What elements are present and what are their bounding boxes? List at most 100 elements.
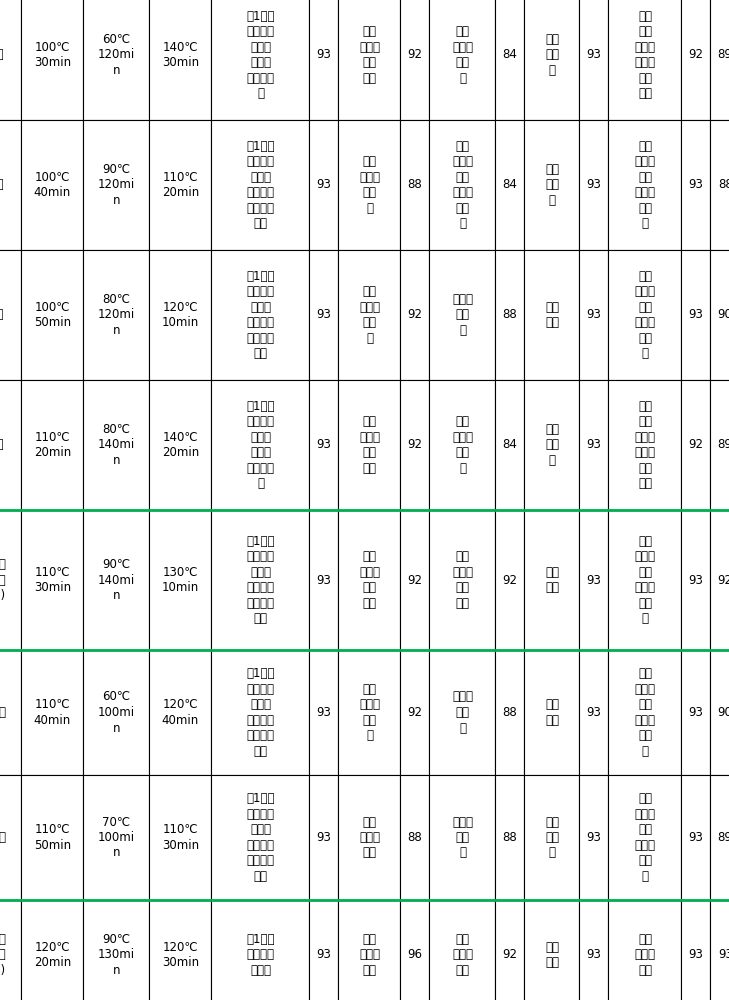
Text: 120℃
10min: 120℃ 10min <box>162 301 199 329</box>
Bar <box>580 900 609 1000</box>
Text: 96: 96 <box>408 948 423 962</box>
Bar <box>84 120 149 250</box>
Text: 93: 93 <box>587 48 601 62</box>
Bar <box>609 510 682 650</box>
Text: 110℃
40min: 110℃ 40min <box>34 698 71 727</box>
Bar <box>429 250 496 380</box>
Text: 浅橙
黄明
亮: 浅橙 黄明 亮 <box>545 33 559 77</box>
Text: 110℃
30min: 110℃ 30min <box>162 823 199 852</box>
Bar <box>524 900 580 1000</box>
Text: 92: 92 <box>502 574 518 586</box>
Bar <box>21 775 84 900</box>
Bar <box>84 380 149 510</box>
Bar <box>149 510 211 650</box>
Bar <box>711 510 729 650</box>
Text: 93: 93 <box>316 574 332 586</box>
Text: 88.35: 88.35 <box>718 178 729 192</box>
Text: 70℃
100mi
n: 70℃ 100mi n <box>98 816 135 859</box>
Text: 肥厚
较软
亮、尚
匀齐、
红边
稍显: 肥厚 较软 亮、尚 匀齐、 红边 稍显 <box>634 10 655 100</box>
Bar <box>0 0 21 120</box>
Text: 花香
浓郁、
火香
较足: 花香 浓郁、 火香 较足 <box>359 415 380 475</box>
Text: 110℃
50min: 110℃ 50min <box>34 823 71 852</box>
Bar <box>21 650 84 775</box>
Text: 醒厚
鲜爽、
火候
较足: 醒厚 鲜爽、 火候 较足 <box>452 550 473 610</box>
Bar <box>682 650 711 775</box>
Text: 93: 93 <box>689 308 703 322</box>
Bar <box>0 650 21 775</box>
Bar <box>609 380 682 510</box>
Text: 80℃
140mi
n: 80℃ 140mi n <box>98 423 135 467</box>
Bar <box>400 120 429 250</box>
Text: 金黄
明亮: 金黄 明亮 <box>545 566 559 594</box>
Bar <box>0 510 729 650</box>
Bar <box>0 120 21 250</box>
Text: 110℃
20min: 110℃ 20min <box>162 171 199 199</box>
Bar <box>524 775 580 900</box>
Text: 肥厚
软亮、
较匀
齐、红
边稍
显: 肥厚 软亮、 较匀 齐、红 边稍 显 <box>634 140 655 230</box>
Bar <box>84 0 149 120</box>
Text: 140℃
30min: 140℃ 30min <box>162 41 199 69</box>
Text: 醒厚、
火候
轻: 醒厚、 火候 轻 <box>452 690 473 734</box>
Bar <box>524 510 580 650</box>
Text: 浓稍
极、火
候较
足: 浓稍 极、火 候较 足 <box>452 25 473 85</box>
Bar <box>21 900 84 1000</box>
Bar <box>0 510 21 650</box>
Bar <box>310 120 338 250</box>
Bar <box>310 900 338 1000</box>
Text: 浅橙
黄明
亮: 浅橙 黄明 亮 <box>545 423 559 467</box>
Text: 130℃
10min: 130℃ 10min <box>162 566 199 594</box>
Text: 金黄
明亮: 金黄 明亮 <box>545 941 559 969</box>
Bar <box>84 775 149 900</box>
Bar <box>338 775 400 900</box>
Text: 92: 92 <box>688 48 703 62</box>
Bar <box>400 510 429 650</box>
Text: 花香
显、火
香轻: 花香 显、火 香轻 <box>359 816 380 859</box>
Text: 90℃
120mi
n: 90℃ 120mi n <box>98 163 135 207</box>
Bar <box>496 250 524 380</box>
Bar <box>400 775 429 900</box>
Bar <box>580 650 609 775</box>
Text: 肥厚
软亮、
较匀
齐、红
边稍
显: 肥厚 软亮、 较匀 齐、红 边稍 显 <box>634 535 655 625</box>
Bar <box>496 650 524 775</box>
Bar <box>84 510 149 650</box>
Text: 93: 93 <box>689 831 703 844</box>
Text: 92: 92 <box>408 438 423 452</box>
Bar <box>682 900 711 1000</box>
Bar <box>338 900 400 1000</box>
Bar <box>0 250 21 380</box>
Bar <box>524 120 580 250</box>
Text: 頶1粒紧
结、色黄
綠褐稍
润、匀
整、较洁
净: 頶1粒紧 结、色黄 綠褐稍 润、匀 整、较洁 净 <box>246 10 275 100</box>
Text: 肥厚
软亮、
较匀
齐、红
边稍
显: 肥厚 软亮、 较匀 齐、红 边稍 显 <box>634 667 655 758</box>
Bar <box>0 900 21 1000</box>
Bar <box>429 650 496 775</box>
Text: 80℃
120mi
n: 80℃ 120mi n <box>98 293 135 337</box>
Text: 肥厚
软亮、
较匀: 肥厚 软亮、 较匀 <box>634 933 655 977</box>
Bar <box>84 900 149 1000</box>
Text: 93: 93 <box>316 48 332 62</box>
Bar <box>149 120 211 250</box>
Text: 60℃
100mi
n: 60℃ 100mi n <box>98 690 135 734</box>
Bar <box>211 775 310 900</box>
Text: 93: 93 <box>316 948 332 962</box>
Text: 93: 93 <box>689 574 703 586</box>
Bar <box>338 120 400 250</box>
Bar <box>682 775 711 900</box>
Bar <box>211 900 310 1000</box>
Text: 90℃
140mi
n: 90℃ 140mi n <box>98 558 135 602</box>
Bar <box>310 250 338 380</box>
Text: 90.95: 90.95 <box>718 308 729 322</box>
Bar <box>524 250 580 380</box>
Bar <box>149 250 211 380</box>
Text: 120℃
20min: 120℃ 20min <box>34 941 71 969</box>
Bar <box>400 900 429 1000</box>
Text: 93: 93 <box>689 178 703 192</box>
Bar <box>149 900 211 1000</box>
Text: 84: 84 <box>502 178 518 192</box>
Text: 88: 88 <box>408 178 422 192</box>
Bar <box>338 0 400 120</box>
Bar <box>711 650 729 775</box>
Bar <box>711 380 729 510</box>
Bar <box>21 380 84 510</box>
Text: 花香
浓郁、
火香
轻: 花香 浓郁、 火香 轻 <box>359 285 380 345</box>
Bar <box>580 510 609 650</box>
